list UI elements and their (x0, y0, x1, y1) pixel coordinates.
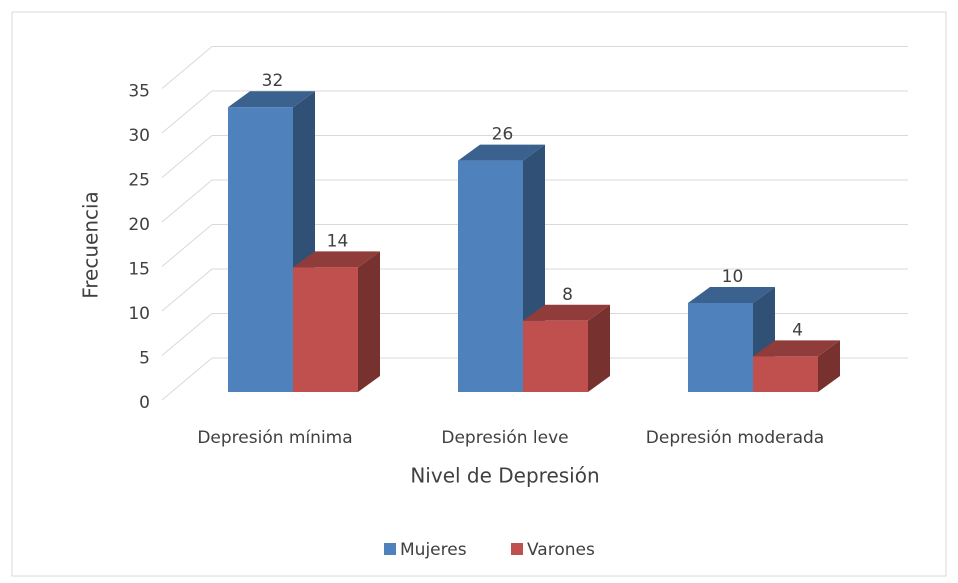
bar-side (818, 340, 840, 392)
bar (458, 160, 523, 392)
x-tick-label: Depresión mínima (197, 428, 352, 448)
y-tick-label: 35 (128, 82, 150, 102)
bar-top (688, 287, 775, 303)
bar-top (458, 144, 545, 161)
bar-top (228, 91, 315, 108)
y-tick-label: 20 (128, 215, 150, 235)
grid-line (161, 268, 213, 312)
grid-line (161, 313, 213, 356)
bar-side (588, 304, 610, 392)
legend-label: Mujeres (400, 540, 467, 560)
legend-label: Varones (527, 540, 595, 560)
x-tick-label: Depresión leve (441, 428, 568, 448)
bar (688, 303, 753, 392)
y-tick-label: 5 (139, 349, 150, 369)
grid-line (161, 46, 213, 89)
grid-line (161, 357, 213, 401)
x-tick-label: Depresión moderada (646, 428, 824, 448)
y-tick-label: 0 (139, 393, 150, 413)
bar (753, 356, 818, 392)
y-tick-label: 15 (128, 260, 150, 280)
grid-line (161, 135, 213, 178)
data-label: 26 (492, 125, 514, 145)
y-tick-label: 30 (128, 126, 150, 146)
data-label: 10 (722, 267, 744, 287)
bar-top (293, 251, 380, 268)
data-label: 14 (327, 231, 349, 251)
grid-line (161, 90, 213, 134)
bar-side (358, 251, 380, 392)
bar-top (523, 304, 610, 321)
bar-top (753, 340, 840, 357)
data-label: 32 (262, 71, 284, 91)
bar (293, 267, 358, 392)
y-tick-label: 10 (128, 304, 150, 324)
data-label: 8 (562, 285, 573, 305)
bar (523, 320, 588, 392)
y-axis-title: Frecuencia (79, 191, 103, 299)
x-axis-title: Nivel de Depresión (410, 464, 599, 488)
data-label: 4 (792, 320, 803, 340)
grid-line (161, 224, 213, 267)
legend-swatch (384, 543, 396, 555)
y-tick-label: 25 (128, 171, 150, 191)
grid-line (161, 179, 213, 223)
legend-swatch (511, 543, 523, 555)
bar (228, 107, 293, 392)
